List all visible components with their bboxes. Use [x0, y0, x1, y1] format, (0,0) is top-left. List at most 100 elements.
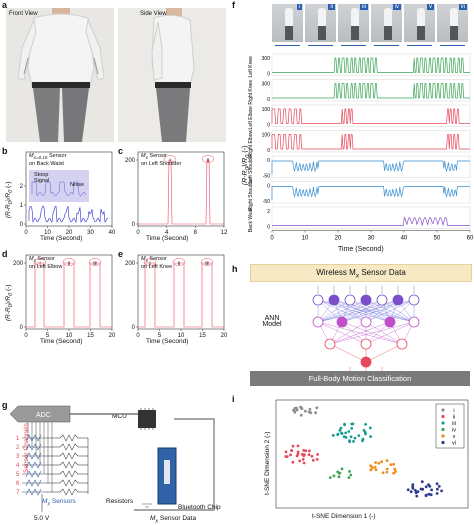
motion-figure-legs [449, 26, 458, 40]
chart-f-ylabel: (R-R0)/R0 (-) [241, 145, 252, 186]
tsne-point [349, 435, 353, 439]
d-marks-peak-label: iii [93, 261, 96, 267]
adc-label: ADC [36, 412, 51, 419]
mcu-chip [138, 410, 156, 428]
ann-node [408, 294, 420, 306]
chart-b-xtick-label: 10 [44, 230, 51, 236]
tsne-point [374, 468, 378, 472]
chart-d-ytick-label: 0 [20, 325, 24, 331]
chart-b-title: Mx=0.15 Sensor on Back Waist [29, 153, 67, 168]
tsne-point [309, 411, 313, 415]
mcu-pins [140, 408, 154, 430]
tsne-point [307, 453, 311, 456]
chart-f-row-frame [271, 181, 471, 204]
tsne-point [296, 450, 300, 454]
chart-e-ytick-label: 0 [132, 325, 136, 331]
tsne-point [420, 480, 424, 484]
chart-f-row-tick: 2 [267, 209, 270, 215]
tsne-legend-marker [441, 421, 445, 425]
sensor-channels-label: Sensor Channels [23, 422, 30, 473]
d-marks-peak-marker [88, 258, 102, 266]
chart-f-signal [271, 134, 470, 150]
tsne-point [344, 436, 348, 439]
ann-edge [381, 299, 415, 323]
tsne-point [340, 431, 343, 435]
tsne-point [361, 437, 365, 441]
chart-b-ytick-label: 0 [20, 222, 24, 228]
d-marks-peak-marker [33, 258, 47, 266]
ann-edge [341, 321, 367, 345]
motion-photo-6: vi [437, 4, 468, 42]
ann-edge [365, 299, 399, 323]
chart-f-row-name: Right Shoulder [248, 177, 254, 210]
tsne-point [385, 459, 389, 462]
ann-diagram [312, 286, 420, 371]
chart-f-xtick-label: 40 [401, 236, 408, 242]
chart-f-signal [272, 83, 470, 99]
chart-f-row-tick: 300 [262, 82, 271, 88]
ann-edge [329, 321, 367, 345]
side-view-photo: Side View [118, 8, 226, 142]
tsne-point [348, 440, 352, 444]
ann-edge [329, 321, 415, 345]
chart-f-signal [271, 186, 470, 200]
chart-c-title: Mx Sensor on Left Shoulder [141, 153, 182, 168]
ann-edge [317, 299, 351, 323]
channel-number: 1 [16, 436, 20, 442]
tsne-point [332, 474, 336, 478]
motion-figure-legs [284, 26, 293, 40]
tsne-point [336, 432, 340, 436]
panel-label-f: f [232, 0, 235, 10]
tsne-point [299, 405, 302, 409]
chart-f-row-tick: 0 [267, 184, 270, 190]
tsne-point [337, 475, 341, 479]
tsne-point [411, 485, 415, 489]
chart-f-xtick-label: 10 [302, 236, 309, 242]
chart-e-xtick-label: 20 [221, 333, 228, 339]
tsne-point [424, 493, 428, 497]
circuit-diagram: ADC MCU 1 2 3 4 5 6 7 Sensor Channels [9, 405, 215, 512]
tsne-point [357, 434, 361, 437]
ann-node [392, 294, 404, 306]
chart-b-inset-label-stoop: Stoop Signal [34, 172, 50, 184]
resistor-zigzag [59, 488, 79, 496]
channel-number: 6 [16, 481, 20, 487]
chart-b-xtick-label: 40 [109, 230, 116, 236]
tsne-point [347, 476, 351, 479]
tsne-point [291, 444, 295, 448]
antenna-symbol [142, 503, 152, 508]
tsne-point [435, 482, 439, 486]
chart-b-inset [29, 170, 89, 202]
bluetooth-antenna [164, 460, 170, 484]
chart-f-row-tick: 0 [267, 148, 270, 154]
resistor-zigzag [59, 470, 79, 478]
resistor-zigzag [59, 443, 79, 451]
ann-edge [365, 321, 403, 345]
tsne-point [328, 476, 332, 479]
tsne-point [394, 470, 397, 473]
sensor-zigzag [25, 434, 42, 442]
chart-f-row-frame [271, 53, 471, 76]
tsne-point [350, 427, 354, 430]
chart-b-ytick-label: 2 [20, 184, 24, 190]
motion-roman-label: vi [458, 4, 467, 10]
tsne-point [338, 428, 342, 432]
ann-edge [341, 299, 415, 323]
tsne-point [352, 440, 355, 443]
d-marks-peak-marker [62, 258, 76, 266]
chart-f-row-tick: -50 [263, 174, 270, 180]
ann-node [376, 294, 388, 306]
resistor-zigzag [59, 434, 79, 442]
tsne-point [414, 489, 417, 492]
ann-edge [317, 299, 383, 323]
motion-figure-legs [383, 26, 392, 40]
chart-f-row-frame [271, 155, 471, 178]
chart-f-row-frame [271, 79, 471, 102]
channel-number: 4 [16, 463, 20, 469]
tsne-point [315, 406, 319, 410]
front-figure [6, 8, 114, 142]
sensor-zigzag [25, 461, 42, 469]
chart-f-row-name: Right Elbow [248, 130, 254, 157]
